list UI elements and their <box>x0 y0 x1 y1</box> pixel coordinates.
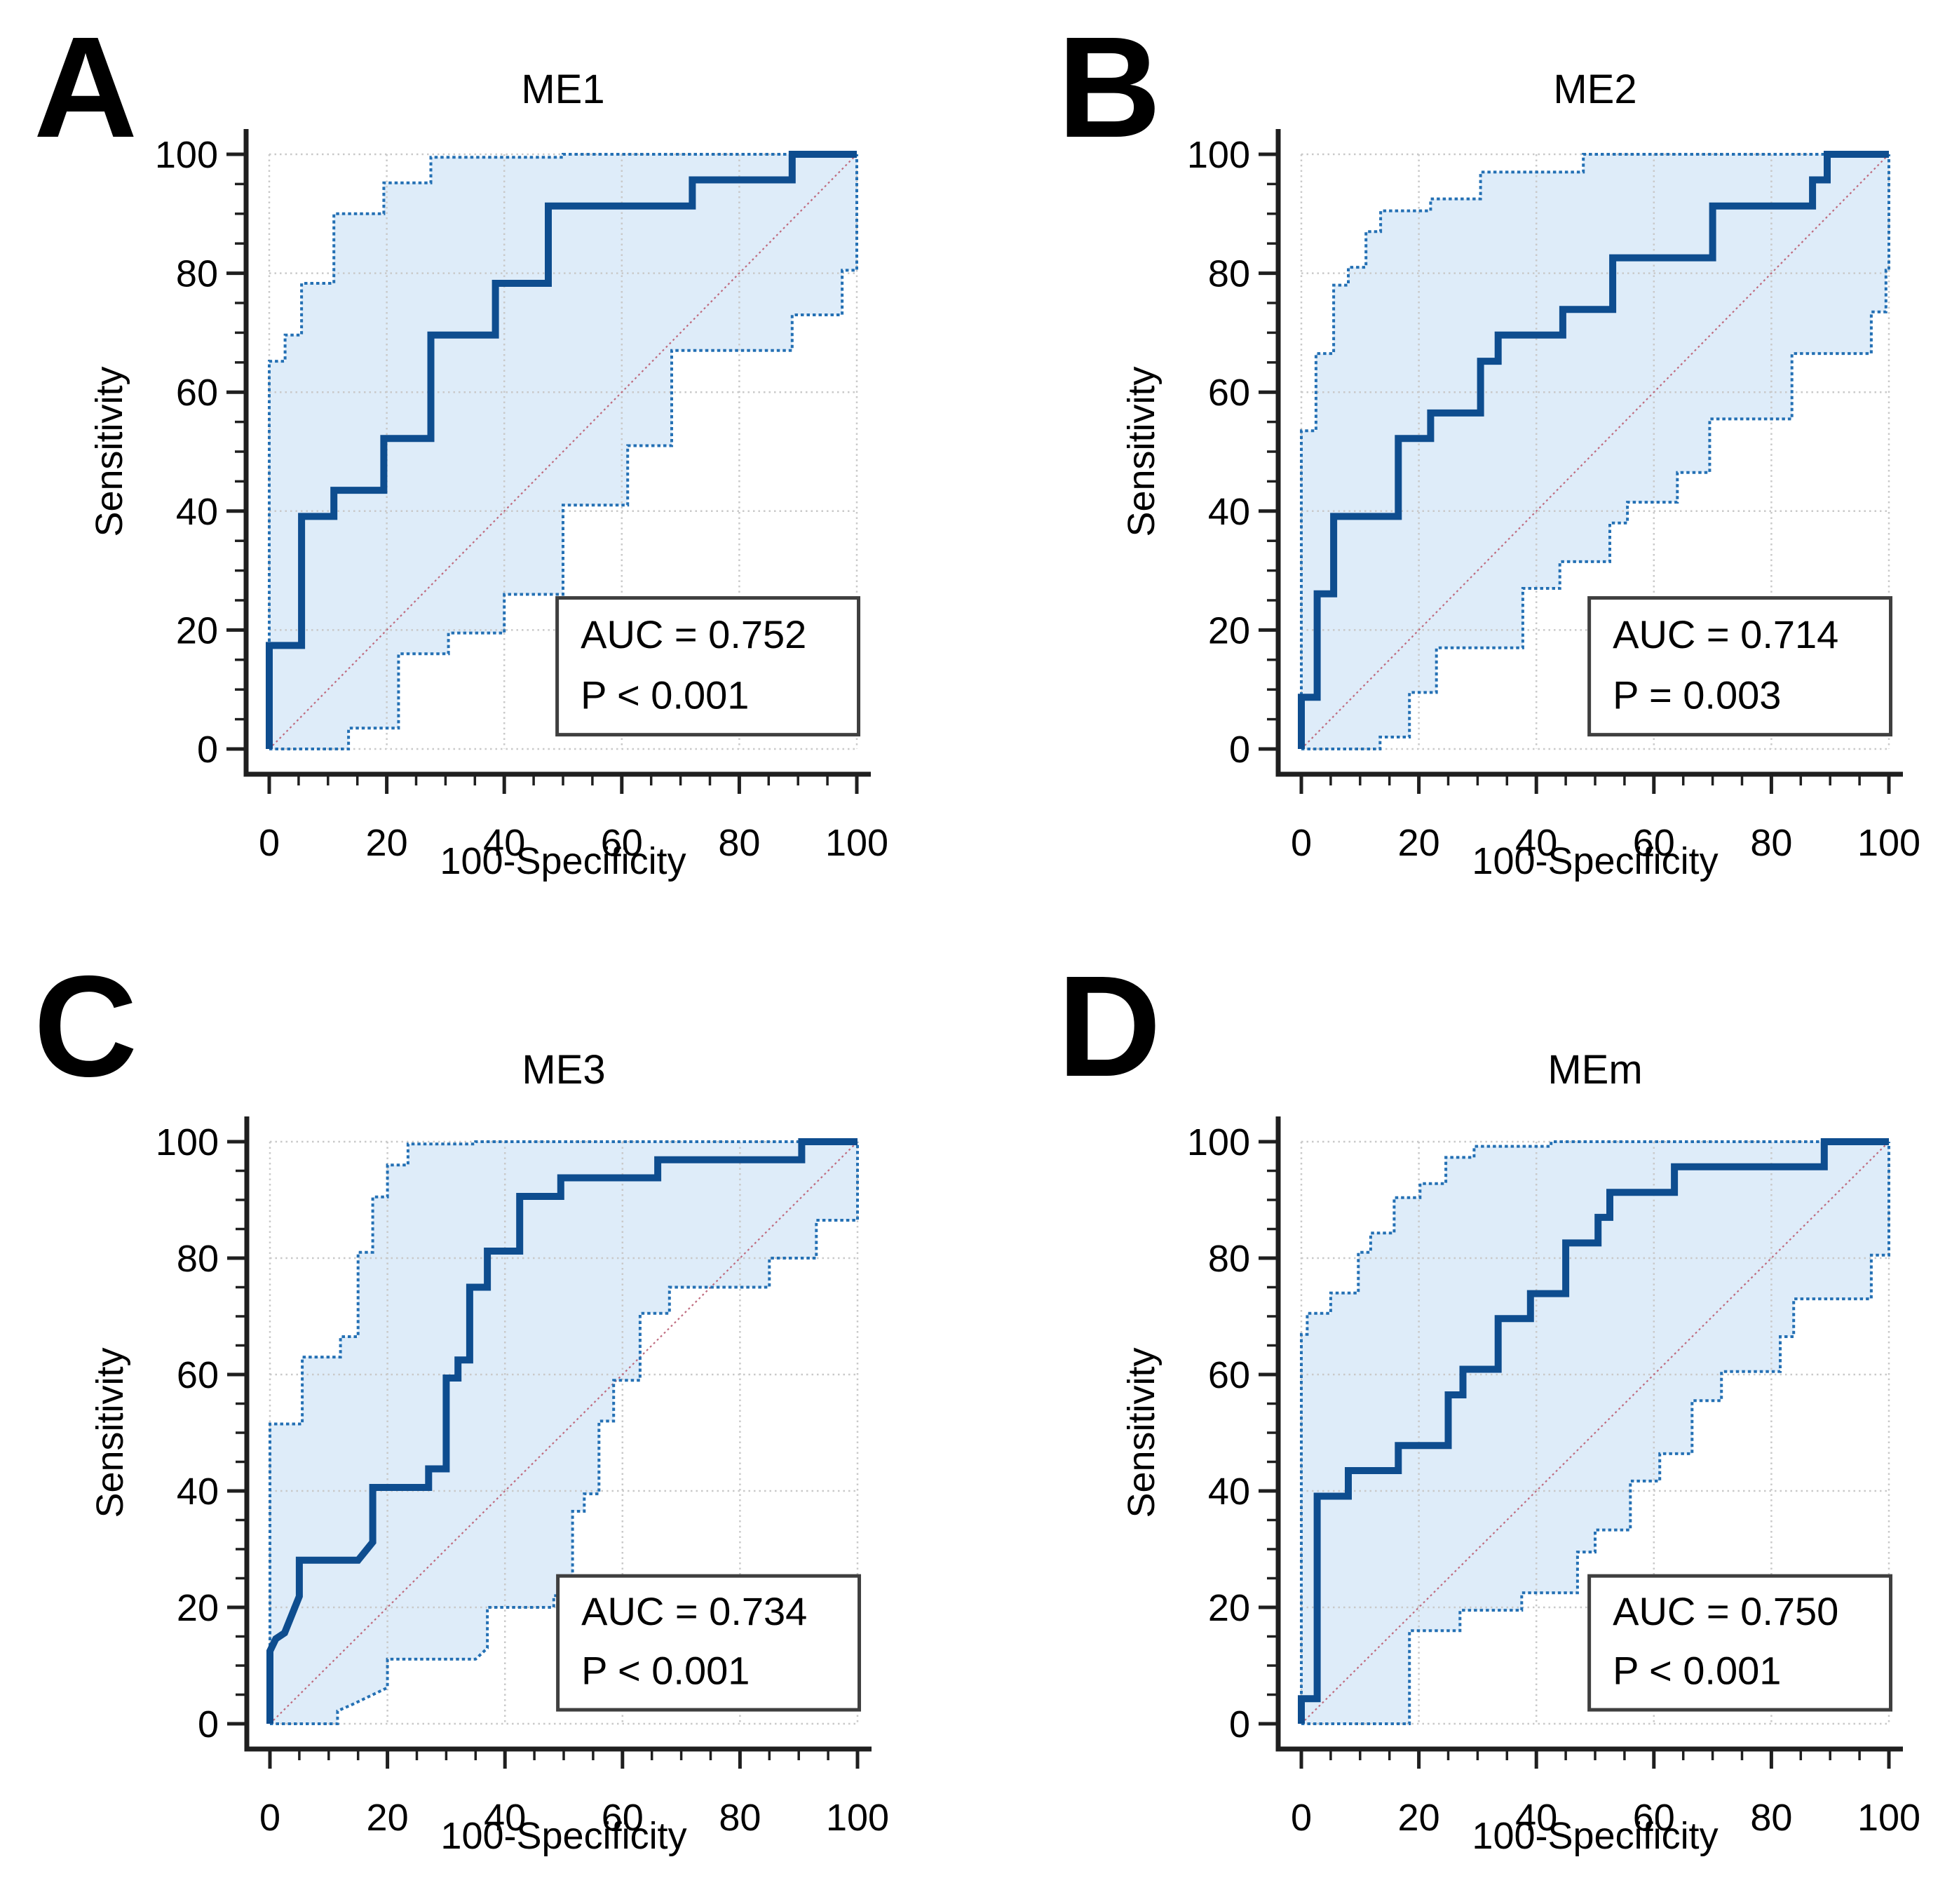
chart-title-ME2: ME2 <box>1553 67 1636 112</box>
y-axis-title: Sensitivity <box>1120 366 1163 536</box>
x-tick-label: 60 <box>601 822 643 864</box>
x-axis-title: 100-Specificity <box>440 1815 686 1857</box>
roc-plot-ME1: 0 20 40 60 80 100 0 20 40 60 80 100 AUC = 0.752 P < 0… <box>155 129 888 864</box>
x-tick-label: 100 <box>826 1797 889 1839</box>
y-tick-label: 100 <box>155 134 218 176</box>
x-axis-title: 100-Specificity <box>1472 840 1718 882</box>
p-value: P < 0.001 <box>581 673 749 717</box>
y-axis-title: Sensitivity <box>1120 1347 1163 1518</box>
panel-C: C ME3 100-Specificity Sensitivity 0 20 40 6… <box>34 952 889 1857</box>
y-tick-label: 20 <box>1208 1587 1250 1629</box>
p-value: P < 0.001 <box>581 1649 750 1693</box>
auc-value: AUC = 0.734 <box>581 1589 807 1633</box>
y-tick-label: 80 <box>176 253 218 295</box>
y-tick-label: 0 <box>198 1703 219 1746</box>
p-value: P = 0.003 <box>1613 673 1781 717</box>
x-tick-label: 40 <box>1515 822 1557 864</box>
x-tick-label: 100 <box>825 822 888 864</box>
x-tick-label: 100 <box>1857 1797 1920 1839</box>
roc-plot-ME2: 0 20 40 60 80 100 0 20 40 60 80 100 AUC = 0.714 P = 0… <box>1187 129 1920 864</box>
panel-D: D MEm 100-Specificity Sensitivity 0 20 40 6… <box>1057 952 1920 1857</box>
ci-lower-line <box>1301 1142 1890 1725</box>
reference-diagonal <box>1301 1141 1890 1724</box>
auc-box <box>1587 1574 1893 1712</box>
x-tick-label: 20 <box>1398 822 1440 864</box>
reference-diagonal <box>269 154 858 750</box>
x-tick-label: 80 <box>719 1797 761 1839</box>
reference-diagonal <box>269 1141 858 1724</box>
y-tick-label: 100 <box>1187 1121 1250 1163</box>
x-tick-label: 0 <box>1291 1797 1312 1839</box>
x-tick-label: 20 <box>1398 1797 1440 1839</box>
roc-curve <box>266 151 857 749</box>
x-tick-label: 20 <box>366 822 408 864</box>
p-value: P < 0.001 <box>1613 1649 1781 1693</box>
roc-plot-ME3: 0 20 40 60 80 100 0 20 40 60 80 100 AUC = 0.734 P < 0… <box>156 1116 889 1839</box>
y-axis-title: Sensitivity <box>88 366 130 536</box>
auc-value: AUC = 0.752 <box>581 612 806 656</box>
reference-diagonal <box>1301 154 1890 750</box>
y-tick-label: 60 <box>1208 1354 1250 1396</box>
panel-B: B ME2 100-Specificity Sensitivity 0 20 40 6… <box>1057 7 1920 882</box>
y-tick-label: 0 <box>197 729 218 771</box>
panel-A: A ME1 100-Specificity Sensitivity 0 20 40 6… <box>34 7 888 882</box>
y-tick-label: 40 <box>1208 491 1250 533</box>
roc-curve <box>266 1138 858 1724</box>
auc-box <box>556 1574 862 1712</box>
x-tick-label: 40 <box>484 1797 526 1839</box>
panel-letter-D: D <box>1057 952 1161 1107</box>
ci-upper-line <box>1300 1140 1889 1724</box>
ci-lower-line <box>270 1142 859 1725</box>
y-axis-title: Sensitivity <box>89 1347 131 1518</box>
ci-upper-line <box>268 153 857 749</box>
x-tick-label: 80 <box>718 822 760 864</box>
auc-box <box>555 596 861 737</box>
x-tick-label: 80 <box>1750 822 1792 864</box>
roc-plot-MEm: 0 20 40 60 80 100 0 20 40 60 80 100 AUC = 0.750 P < 0… <box>1187 1116 1920 1839</box>
auc-value: AUC = 0.750 <box>1613 1589 1838 1633</box>
x-tick-label: 0 <box>259 1797 280 1839</box>
y-tick-label: 40 <box>177 1471 219 1513</box>
x-tick-label: 0 <box>1291 822 1312 864</box>
y-tick-label: 60 <box>177 1354 219 1396</box>
x-tick-label: 60 <box>1633 1797 1675 1839</box>
x-axis-title: 100-Specificity <box>1472 1815 1718 1857</box>
chart-title-ME1: ME1 <box>521 67 604 112</box>
y-tick-label: 80 <box>1208 253 1250 295</box>
y-tick-label: 60 <box>1208 372 1250 414</box>
x-tick-label: 80 <box>1750 1797 1792 1839</box>
roc-curve <box>1298 1138 1889 1724</box>
y-tick-label: 80 <box>177 1238 219 1280</box>
x-tick-label: 60 <box>602 1797 644 1839</box>
ci-upper-line <box>269 1140 858 1724</box>
y-tick-label: 0 <box>1229 729 1250 771</box>
x-tick-label: 40 <box>483 822 525 864</box>
panel-letter-A: A <box>34 7 137 168</box>
y-tick-label: 0 <box>1229 1703 1250 1746</box>
panel-letter-C: C <box>34 952 137 1107</box>
y-tick-label: 100 <box>1187 134 1250 176</box>
ci-lower-line <box>269 154 858 750</box>
auc-value: AUC = 0.714 <box>1613 612 1838 656</box>
y-tick-label: 20 <box>1208 609 1250 651</box>
y-tick-label: 20 <box>176 609 218 651</box>
x-tick-label: 40 <box>1515 1797 1557 1839</box>
x-tick-label: 100 <box>1857 822 1920 864</box>
auc-box <box>1587 596 1893 737</box>
y-tick-label: 100 <box>156 1121 219 1163</box>
panel-letter-B: B <box>1057 7 1161 168</box>
y-tick-label: 80 <box>1208 1238 1250 1280</box>
y-tick-label: 60 <box>176 372 218 414</box>
y-tick-label: 20 <box>177 1587 219 1629</box>
x-tick-label: 20 <box>367 1797 409 1839</box>
roc-curve <box>1298 151 1889 749</box>
ci-lower-line <box>1301 154 1890 750</box>
x-tick-label: 0 <box>259 822 280 864</box>
y-tick-label: 40 <box>176 491 218 533</box>
chart-title-ME3: ME3 <box>522 1047 605 1093</box>
chart-title-MEm: MEm <box>1547 1047 1642 1093</box>
x-tick-label: 60 <box>1633 822 1675 864</box>
x-axis-title: 100-Specificity <box>440 840 686 882</box>
y-tick-label: 40 <box>1208 1471 1250 1513</box>
